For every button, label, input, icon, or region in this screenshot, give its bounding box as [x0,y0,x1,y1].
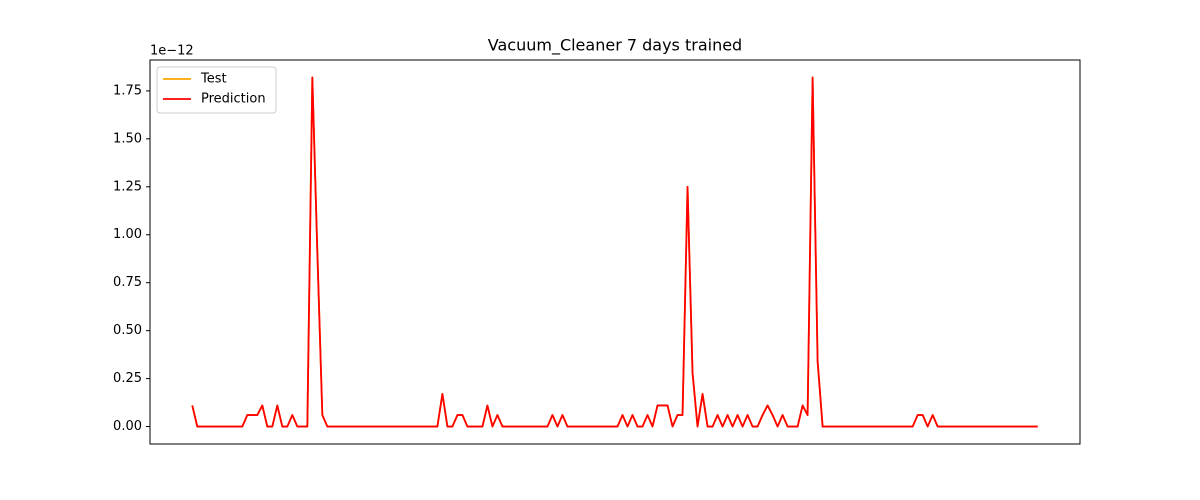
y-tick-label: 1.75 [113,83,142,98]
y-tick-label: 0.00 [113,419,142,434]
y-tick-label: 0.25 [113,371,142,386]
legend-label: Prediction [201,92,266,107]
y-tick-label: 0.50 [113,323,142,338]
y-offset-label: 1e−12 [150,44,194,59]
data-line [191,76,1038,428]
y-tick-label: 1.50 [113,131,142,146]
legend-label: Test [200,72,227,87]
y-tick-label: 1.00 [113,227,142,242]
y-tick-label: 0.75 [113,275,142,290]
y-tick-label: 1.25 [113,179,142,194]
chart-title: Vacuum_Cleaner 7 days trained [488,36,742,56]
plot-frame [149,59,1081,445]
